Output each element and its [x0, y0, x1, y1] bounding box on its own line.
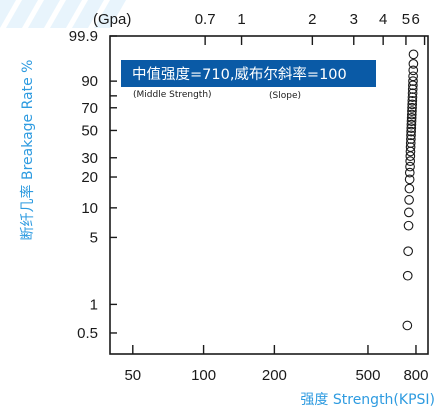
- x-tick-label: 800: [403, 367, 428, 384]
- x-tick-label: 200: [262, 367, 287, 384]
- x-tick-label: 100: [191, 367, 216, 384]
- data-point: [409, 60, 418, 69]
- y-tick-label: 90: [81, 73, 98, 90]
- x-axis-title: 强度 Strength(KPSI): [300, 392, 435, 408]
- x2-tick-label: 3: [350, 11, 358, 28]
- y-tick-label: 50: [81, 122, 98, 139]
- y-tick-label: 20: [81, 169, 98, 186]
- y-tick-label: 30: [81, 150, 98, 167]
- x2-axis: 0.7 1 2 3 4 5 6: [195, 11, 425, 45]
- x2-tick-label: 0.7: [195, 11, 216, 28]
- y-tick-label: 10: [81, 200, 98, 217]
- x2-tick-label: 5: [402, 11, 410, 28]
- y-axis-title: 断纤几率 Breakage Rate %: [19, 60, 36, 241]
- x2-tick-label: 4: [379, 11, 387, 28]
- x-axis: 50 100 200 500 800: [124, 345, 428, 384]
- y-tick-label: 70: [81, 100, 98, 117]
- data-point: [405, 196, 414, 205]
- y-tick-label: 5: [90, 229, 98, 246]
- data-point: [405, 184, 414, 193]
- data-point: [409, 50, 418, 59]
- annotation-sub-left: (Middle Strength): [133, 90, 212, 100]
- data-point: [404, 221, 413, 230]
- x-tick-label: 50: [124, 367, 141, 384]
- y-tick-label: 1: [90, 296, 98, 313]
- annotation-text: 中值强度=710,威布尔斜率=100: [132, 66, 347, 83]
- x-tick-label: 500: [355, 367, 380, 384]
- data-point: [405, 208, 414, 217]
- x2-tick-label: 6: [412, 11, 420, 28]
- data-point: [403, 321, 412, 330]
- annotation-sub-right: (Slope): [269, 91, 301, 101]
- data-point: [403, 271, 412, 280]
- data-point: [406, 157, 415, 166]
- annotation-banner: 中值强度=710,威布尔斜率=100 (Middle Strength) (Sl…: [121, 60, 376, 101]
- x2-unit-label: (Gpa): [93, 11, 131, 28]
- data-point: [404, 247, 413, 256]
- y-tick-label: 99.9: [69, 28, 98, 45]
- y-tick-label: 0.5: [77, 325, 98, 342]
- x2-tick-label: 1: [237, 11, 245, 28]
- x2-tick-label: 2: [308, 11, 316, 28]
- data-points: [403, 50, 418, 330]
